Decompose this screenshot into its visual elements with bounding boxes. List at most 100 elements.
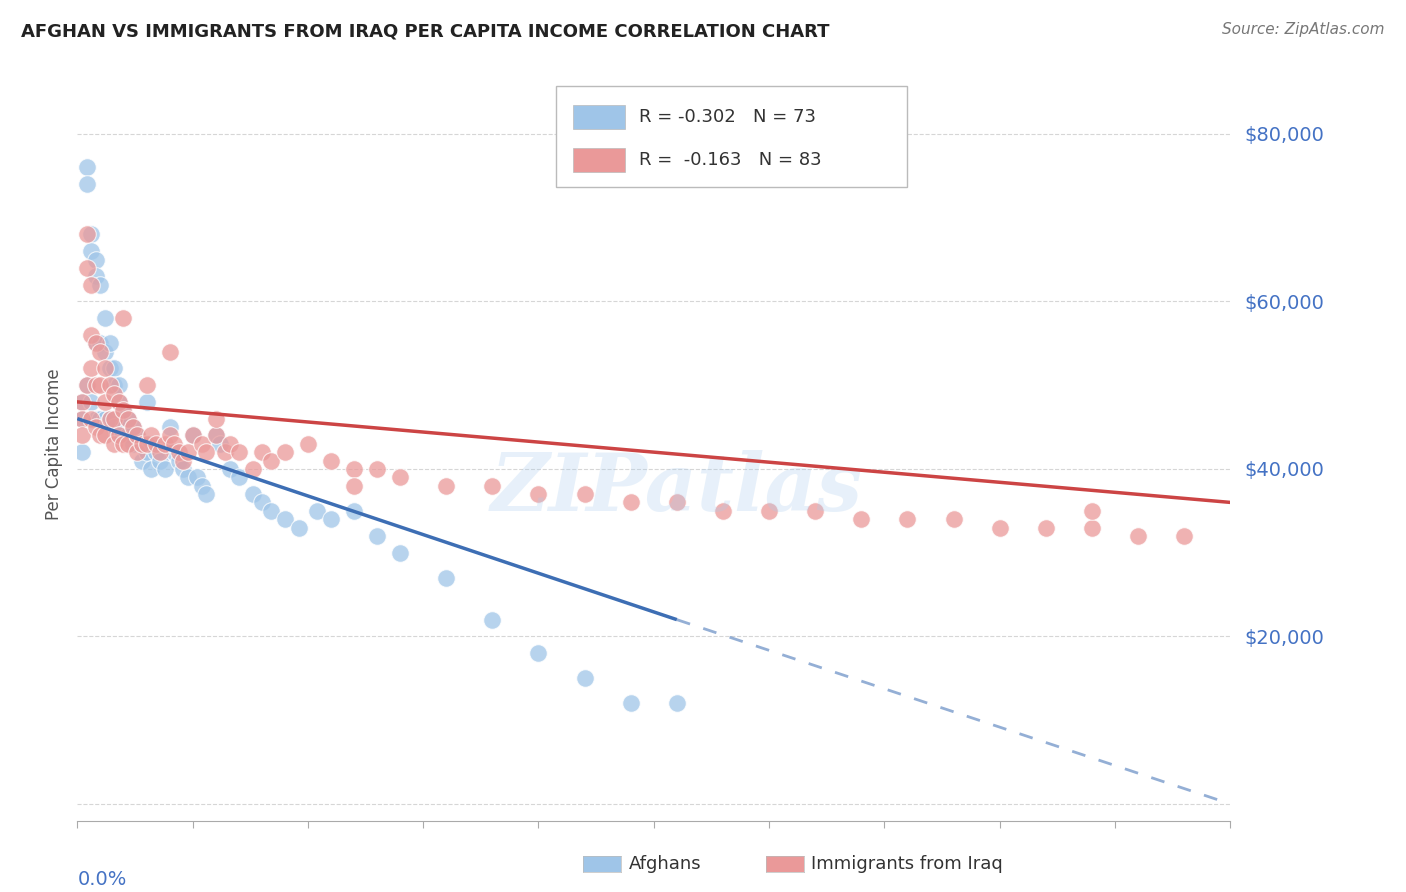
Point [103, 411, 125, 425]
Point [76, 227, 98, 242]
Point [1081, 504, 1104, 518]
Point [1173, 529, 1195, 543]
Point [112, 403, 135, 417]
Point [94, 428, 117, 442]
Point [307, 504, 329, 518]
Point [527, 487, 550, 501]
Point [108, 428, 131, 442]
Point [343, 504, 366, 518]
Point [84, 378, 107, 392]
Point [76, 177, 98, 191]
Point [574, 671, 596, 685]
Point [89, 411, 111, 425]
Point [297, 436, 319, 450]
Point [94, 395, 117, 409]
Point [343, 478, 366, 492]
Point [139, 436, 162, 450]
Point [131, 453, 153, 467]
Point [80, 395, 103, 409]
Point [366, 462, 388, 476]
Point [84, 269, 107, 284]
Point [94, 411, 117, 425]
Point [84, 420, 107, 434]
Point [191, 436, 214, 450]
FancyBboxPatch shape [574, 104, 624, 128]
Point [117, 411, 139, 425]
Point [94, 344, 117, 359]
Point [70, 428, 93, 442]
Point [103, 378, 125, 392]
Point [98, 411, 121, 425]
FancyBboxPatch shape [574, 147, 624, 171]
Point [172, 462, 194, 476]
Point [112, 311, 135, 326]
Point [181, 428, 204, 442]
Point [70, 411, 93, 425]
Point [620, 495, 643, 509]
Point [139, 462, 162, 476]
Text: AFGHAN VS IMMIGRANTS FROM IRAQ PER CAPITA INCOME CORRELATION CHART: AFGHAN VS IMMIGRANTS FROM IRAQ PER CAPIT… [21, 22, 830, 40]
Y-axis label: Per Capita Income: Per Capita Income [45, 368, 63, 519]
Point [896, 512, 918, 526]
Text: Immigrants from Iraq: Immigrants from Iraq [811, 855, 1002, 873]
Point [80, 244, 103, 259]
Point [620, 697, 643, 711]
Point [84, 336, 107, 351]
Point [1081, 520, 1104, 534]
Point [121, 420, 143, 434]
Point [942, 512, 965, 526]
Point [76, 260, 98, 275]
Point [527, 646, 550, 660]
Point [84, 252, 107, 267]
Point [481, 478, 503, 492]
Point [481, 613, 503, 627]
Point [94, 311, 117, 326]
Point [80, 361, 103, 376]
Point [204, 428, 226, 442]
Point [70, 395, 93, 409]
Point [70, 445, 93, 459]
Text: ZIPatlas: ZIPatlas [491, 450, 863, 528]
Point [94, 361, 117, 376]
Point [260, 453, 283, 467]
Point [153, 436, 176, 450]
Point [218, 436, 240, 450]
Point [135, 436, 157, 450]
Point [167, 453, 190, 467]
Point [112, 436, 135, 450]
Point [76, 378, 98, 392]
Point [117, 411, 139, 425]
Point [195, 445, 218, 459]
Text: R =  -0.163   N = 83: R = -0.163 N = 83 [638, 151, 821, 169]
Point [163, 436, 186, 450]
Point [103, 420, 125, 434]
Point [80, 327, 103, 342]
Point [1035, 520, 1057, 534]
Point [127, 445, 149, 459]
Point [159, 428, 181, 442]
Point [98, 336, 121, 351]
Point [89, 428, 111, 442]
Point [804, 504, 827, 518]
Point [287, 520, 309, 534]
Point [135, 378, 157, 392]
Point [121, 436, 143, 450]
Point [127, 428, 149, 442]
Point [214, 445, 236, 459]
Point [103, 386, 125, 401]
Point [76, 161, 98, 175]
Point [366, 529, 388, 543]
Point [70, 395, 93, 409]
Point [108, 428, 131, 442]
Point [159, 344, 181, 359]
Point [108, 378, 131, 392]
Point [117, 436, 139, 450]
Point [242, 462, 264, 476]
Point [167, 445, 190, 459]
Point [149, 445, 172, 459]
Text: R = -0.302   N = 73: R = -0.302 N = 73 [638, 108, 815, 126]
Point [851, 512, 873, 526]
Point [665, 495, 688, 509]
Point [112, 420, 135, 434]
Point [131, 436, 153, 450]
